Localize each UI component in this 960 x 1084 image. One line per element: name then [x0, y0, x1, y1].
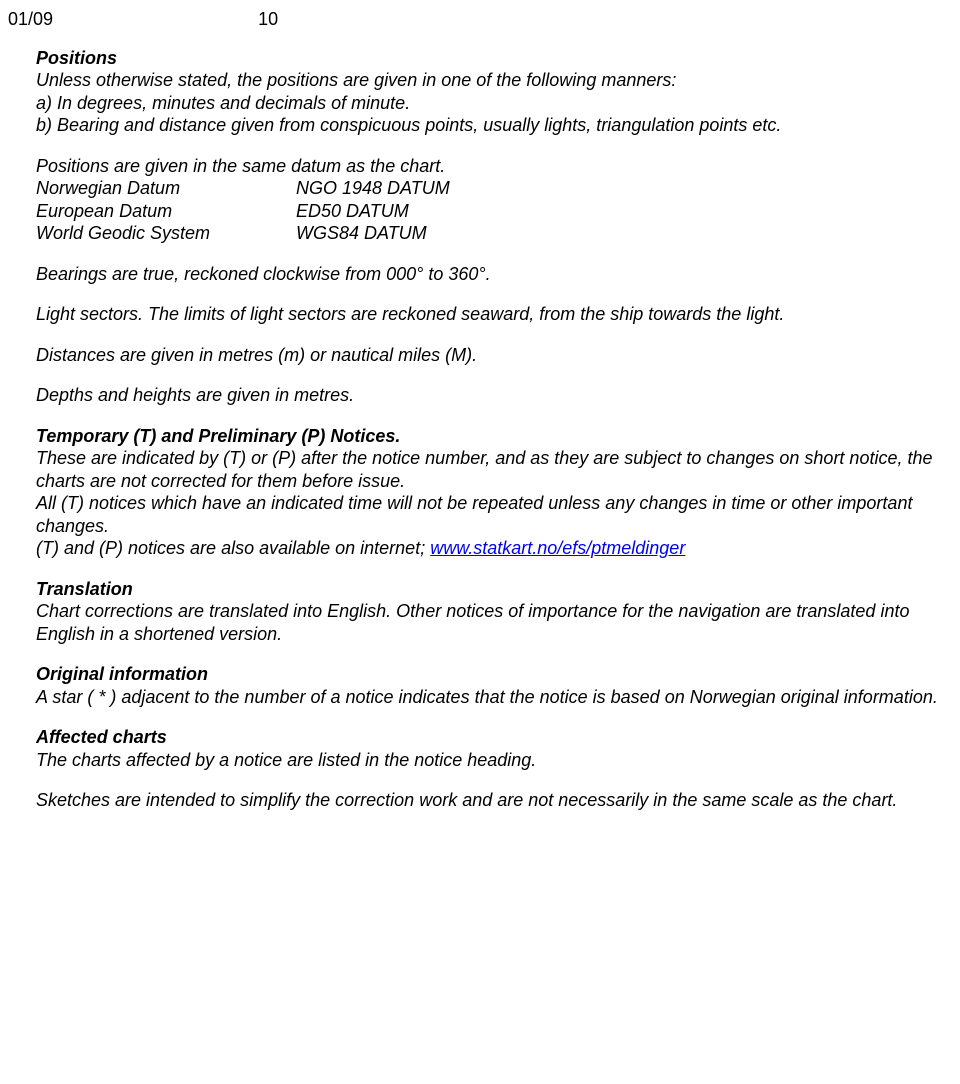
- translation-section: Translation Chart corrections are transl…: [36, 578, 960, 646]
- original-body: A star ( * ) adjacent to the number of a…: [36, 686, 960, 709]
- temporary-section: Temporary (T) and Preliminary (P) Notice…: [36, 425, 960, 560]
- positions-title: Positions: [36, 47, 960, 70]
- datum-label: European Datum: [36, 200, 296, 223]
- header-left: 01/09: [8, 9, 53, 29]
- sketches-section: Sketches are intended to simplify the co…: [36, 789, 960, 812]
- temporary-p1: These are indicated by (T) or (P) after …: [36, 447, 960, 492]
- datum-row: European Datum ED50 DATUM: [36, 200, 960, 223]
- datum-value: NGO 1948 DATUM: [296, 177, 450, 200]
- datum-row: Norwegian Datum NGO 1948 DATUM: [36, 177, 960, 200]
- page-header: 01/09 10: [8, 8, 960, 31]
- positions-b: b) Bearing and distance given from consp…: [36, 114, 960, 137]
- distances-section: Distances are given in metres (m) or nau…: [36, 344, 960, 367]
- datum-section: Positions are given in the same datum as…: [36, 155, 960, 245]
- original-section: Original information A star ( * ) adjace…: [36, 663, 960, 708]
- distances-text: Distances are given in metres (m) or nau…: [36, 344, 960, 367]
- light-sectors-section: Light sectors. The limits of light secto…: [36, 303, 960, 326]
- datum-label: Norwegian Datum: [36, 177, 296, 200]
- depths-section: Depths and heights are given in metres.: [36, 384, 960, 407]
- header-right: 10: [258, 9, 278, 29]
- affected-body: The charts affected by a notice are list…: [36, 749, 960, 772]
- temporary-p2: All (T) notices which have an indicated …: [36, 492, 960, 537]
- temporary-title: Temporary (T) and Preliminary (P) Notice…: [36, 425, 960, 448]
- depths-text: Depths and heights are given in metres.: [36, 384, 960, 407]
- translation-body: Chart corrections are translated into En…: [36, 600, 960, 645]
- bearings-text: Bearings are true, reckoned clockwise fr…: [36, 263, 960, 286]
- positions-a: a) In degrees, minutes and decimals of m…: [36, 92, 960, 115]
- translation-title: Translation: [36, 578, 960, 601]
- affected-title: Affected charts: [36, 726, 960, 749]
- datum-intro: Positions are given in the same datum as…: [36, 155, 960, 178]
- datum-row: World Geodic System WGS84 DATUM: [36, 222, 960, 245]
- temporary-link[interactable]: www.statkart.no/efs/ptmeldinger: [430, 538, 685, 558]
- sketches-body: Sketches are intended to simplify the co…: [36, 789, 960, 812]
- original-title: Original information: [36, 663, 960, 686]
- temporary-p3: (T) and (P) notices are also available o…: [36, 537, 960, 560]
- bearings-section: Bearings are true, reckoned clockwise fr…: [36, 263, 960, 286]
- datum-value: WGS84 DATUM: [296, 222, 427, 245]
- affected-section: Affected charts The charts affected by a…: [36, 726, 960, 771]
- positions-intro: Unless otherwise stated, the positions a…: [36, 69, 960, 92]
- temporary-p3-prefix: (T) and (P) notices are also available o…: [36, 538, 430, 558]
- datum-label: World Geodic System: [36, 222, 296, 245]
- positions-section: Positions Unless otherwise stated, the p…: [36, 47, 960, 137]
- light-sectors-text: Light sectors. The limits of light secto…: [36, 303, 960, 326]
- datum-value: ED50 DATUM: [296, 200, 409, 223]
